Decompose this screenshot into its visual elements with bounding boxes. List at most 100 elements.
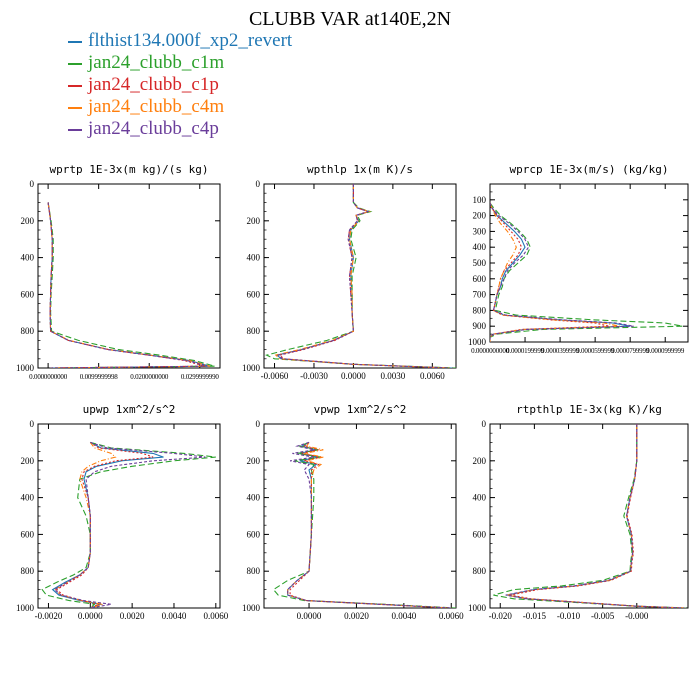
series-line — [41, 441, 216, 608]
y-tick-label: 0 — [256, 419, 261, 429]
y-tick-label: 400 — [247, 493, 261, 503]
y-tick-label: 1000 — [468, 603, 487, 613]
x-tick-label: 0.0299999990 — [181, 373, 220, 381]
series-line — [276, 184, 453, 368]
y-tick-label: 600 — [247, 289, 261, 299]
y-tick-label: 1000 — [242, 603, 261, 613]
x-tick-label: 0.0000000000 — [29, 373, 68, 381]
x-tick-label: -0.0060 — [261, 371, 289, 381]
y-tick-label: 900 — [473, 321, 487, 331]
legend-item: jan24_clubb_c4m — [68, 96, 292, 118]
x-tick-label: 0.0040 — [391, 611, 416, 621]
chart-panel: wpthlp 1x(m K)/s 0 200 400 600 800 1000-0.0060… — [242, 163, 457, 381]
series-line — [506, 424, 685, 608]
chart-title: wprcp 1E-3x(m/s) (kg/kg) — [510, 163, 669, 176]
chart-panel: vpwp 1xm^2/s^2 0 200 400 600 800 1000 0.0000 0.0… — [242, 403, 464, 621]
y-tick-label: 400 — [21, 253, 35, 263]
legend: flthist134.000f_xp2_revert jan24_clubb_c… — [68, 30, 292, 140]
y-tick-label: 600 — [21, 529, 35, 539]
series-line — [272, 441, 456, 608]
x-tick-label: -0.0020 — [35, 611, 63, 621]
series-line — [493, 424, 687, 608]
plot-frame — [489, 423, 689, 609]
y-tick-label: 600 — [473, 529, 487, 539]
y-tick-label: 600 — [247, 529, 261, 539]
series-line — [278, 184, 449, 368]
plot-frame — [37, 183, 221, 369]
y-tick-label: 1000 — [16, 603, 35, 613]
y-tick-label: 200 — [21, 216, 35, 226]
x-tick-label: 0.0099999998 — [80, 373, 119, 381]
legend-line-icon — [68, 128, 82, 131]
y-tick-label: 400 — [473, 493, 487, 503]
legend-line-icon — [68, 40, 82, 43]
x-tick-label: 0.0000799999 — [611, 347, 650, 355]
legend-line-icon — [68, 62, 82, 65]
legend-item: jan24_clubb_c4p — [68, 118, 292, 140]
y-tick-label: 1000 — [242, 363, 261, 373]
chart-title: wpthlp 1x(m K)/s — [307, 163, 413, 176]
series-line — [47, 202, 205, 368]
y-tick-label: 1000 — [468, 337, 487, 347]
chart-panel: wprcp 1E-3x(m/s) (kg/kg) 100 200 300 400 500 6… — [468, 163, 689, 355]
series-line — [277, 184, 450, 368]
legend-line-icon — [68, 84, 82, 87]
y-tick-label: 200 — [21, 456, 35, 466]
y-tick-label: 600 — [21, 289, 35, 299]
y-tick-label: 0 — [30, 419, 35, 429]
y-tick-label: 800 — [21, 326, 35, 336]
x-tick-label: 0.0060 — [203, 611, 228, 621]
y-tick-label: 200 — [473, 456, 487, 466]
series-line — [55, 441, 154, 608]
legend-item: jan24_clubb_c1p — [68, 74, 292, 96]
plot-frame — [263, 183, 457, 369]
y-tick-label: 500 — [473, 258, 487, 268]
series-line — [490, 202, 634, 342]
y-tick-label: 800 — [21, 566, 35, 576]
chart-title: upwp 1xm^2/s^2 — [83, 403, 176, 416]
legend-label: jan24_clubb_c1m — [88, 52, 225, 73]
chart-panel: upwp 1xm^2/s^2 0 200 400 600 800 1000-0.0020 0.… — [16, 403, 229, 621]
y-tick-label: 0 — [482, 419, 487, 429]
series-line — [505, 424, 685, 608]
y-tick-label: 200 — [473, 211, 487, 221]
y-tick-label: 400 — [21, 493, 35, 503]
series-line — [274, 184, 451, 368]
y-tick-label: 0 — [30, 179, 35, 189]
series-line — [264, 184, 456, 368]
legend-item: flthist134.000f_xp2_revert — [68, 30, 292, 52]
legend-label: jan24_clubb_c4m — [88, 96, 225, 117]
chart-panel: rtpthlp 1E-3x(kg K)/kg02004006008001000-… — [468, 403, 689, 621]
x-tick-label: 0.0000000000 — [471, 347, 510, 355]
series-line — [47, 202, 211, 368]
series-line — [47, 202, 211, 368]
y-tick-label: 100 — [473, 195, 487, 205]
y-tick-label: 300 — [473, 226, 487, 236]
y-tick-label: 800 — [247, 326, 261, 336]
series-line — [490, 202, 620, 342]
x-tick-label: 0.0000 — [78, 611, 103, 621]
x-tick-label: 0.0000599999 — [576, 347, 615, 355]
x-tick-label: 0.0000 — [341, 371, 366, 381]
x-tick-label: -0.005 — [591, 611, 615, 621]
y-tick-label: 0 — [256, 179, 261, 189]
y-tick-label: 800 — [473, 305, 487, 315]
y-tick-label: 600 — [473, 274, 487, 284]
x-tick-label: 0.0200000000 — [130, 373, 169, 381]
x-tick-label: -0.0030 — [300, 371, 328, 381]
legend-label: flthist134.000f_xp2_revert — [88, 30, 293, 51]
y-tick-label: 700 — [473, 290, 487, 300]
plot-frame — [263, 423, 457, 609]
series-line — [47, 202, 208, 368]
chart-title: rtpthlp 1E-3x(kg K)/kg — [516, 403, 662, 416]
y-tick-label: 200 — [247, 216, 261, 226]
series-line — [53, 441, 206, 608]
legend-item: jan24_clubb_c1m — [68, 52, 292, 74]
x-tick-label: 0.0000399999 — [541, 347, 580, 355]
x-tick-label: -0.010 — [557, 611, 581, 621]
x-tick-label: 0.0000 — [297, 611, 322, 621]
plot-frame — [489, 183, 689, 343]
series-line — [289, 441, 449, 608]
y-tick-label: 200 — [247, 456, 261, 466]
y-tick-label: 800 — [247, 566, 261, 576]
